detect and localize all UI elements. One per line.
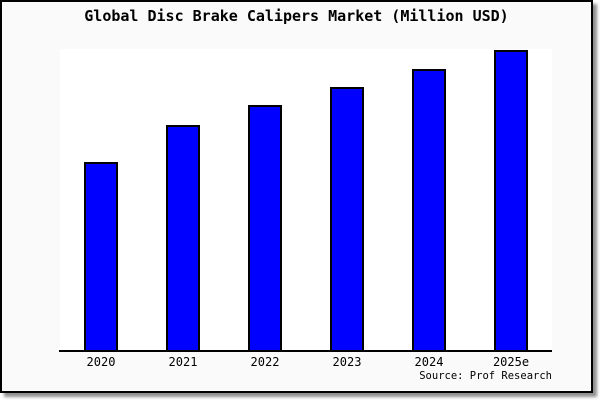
x-label-2024: 2024 bbox=[414, 355, 444, 369]
x-label-2021: 2021 bbox=[168, 355, 198, 369]
bar-2022 bbox=[248, 105, 282, 351]
x-label-2022: 2022 bbox=[250, 355, 280, 369]
source-note: Source: Prof Research bbox=[419, 370, 552, 382]
x-axis-line bbox=[59, 350, 552, 352]
bar-2021 bbox=[166, 125, 200, 351]
x-label-2020: 2020 bbox=[86, 355, 116, 369]
bar-2025e bbox=[494, 50, 528, 351]
x-label-2025e: 2025e bbox=[492, 355, 530, 369]
bar-2020 bbox=[84, 162, 118, 351]
bar-2024 bbox=[412, 69, 446, 351]
x-label-2023: 2023 bbox=[332, 355, 362, 369]
bar-2023 bbox=[330, 87, 364, 351]
plot-area bbox=[60, 49, 552, 351]
chart-title: Global Disc Brake Calipers Market (Milli… bbox=[84, 7, 509, 25]
chart-frame: Global Disc Brake Calipers Market (Milli… bbox=[0, 0, 593, 393]
